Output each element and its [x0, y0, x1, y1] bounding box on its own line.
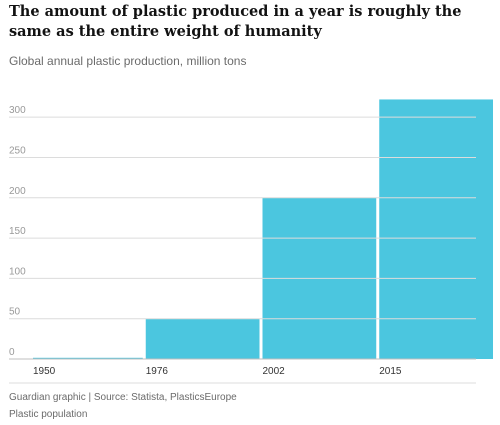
bar-1976: [145, 318, 260, 359]
x-tick-label-1950: 1950: [33, 366, 56, 377]
x-tick-label-2002: 2002: [263, 366, 286, 377]
chart-subtitle: Global annual plastic production, millio…: [9, 54, 247, 68]
y-tick-label-50: 50: [9, 307, 21, 318]
chart-caption: Plastic population: [9, 409, 88, 420]
bar-2015: [379, 99, 493, 359]
y-tick-label-0: 0: [9, 347, 15, 358]
chart-title: The amount of plastic produced in a year…: [9, 3, 462, 40]
source-credit: Guardian graphic | Source: Statista, Pla…: [9, 392, 237, 403]
y-tick-label-100: 100: [9, 266, 26, 277]
bar-1950: [33, 357, 143, 359]
x-tick-label-1976: 1976: [146, 366, 169, 377]
y-tick-label-200: 200: [9, 186, 26, 197]
y-tick-label-300: 300: [9, 105, 26, 116]
y-tick-label-250: 250: [9, 145, 26, 156]
y-tick-label-150: 150: [9, 226, 26, 237]
x-tick-label-2015: 2015: [379, 366, 402, 377]
